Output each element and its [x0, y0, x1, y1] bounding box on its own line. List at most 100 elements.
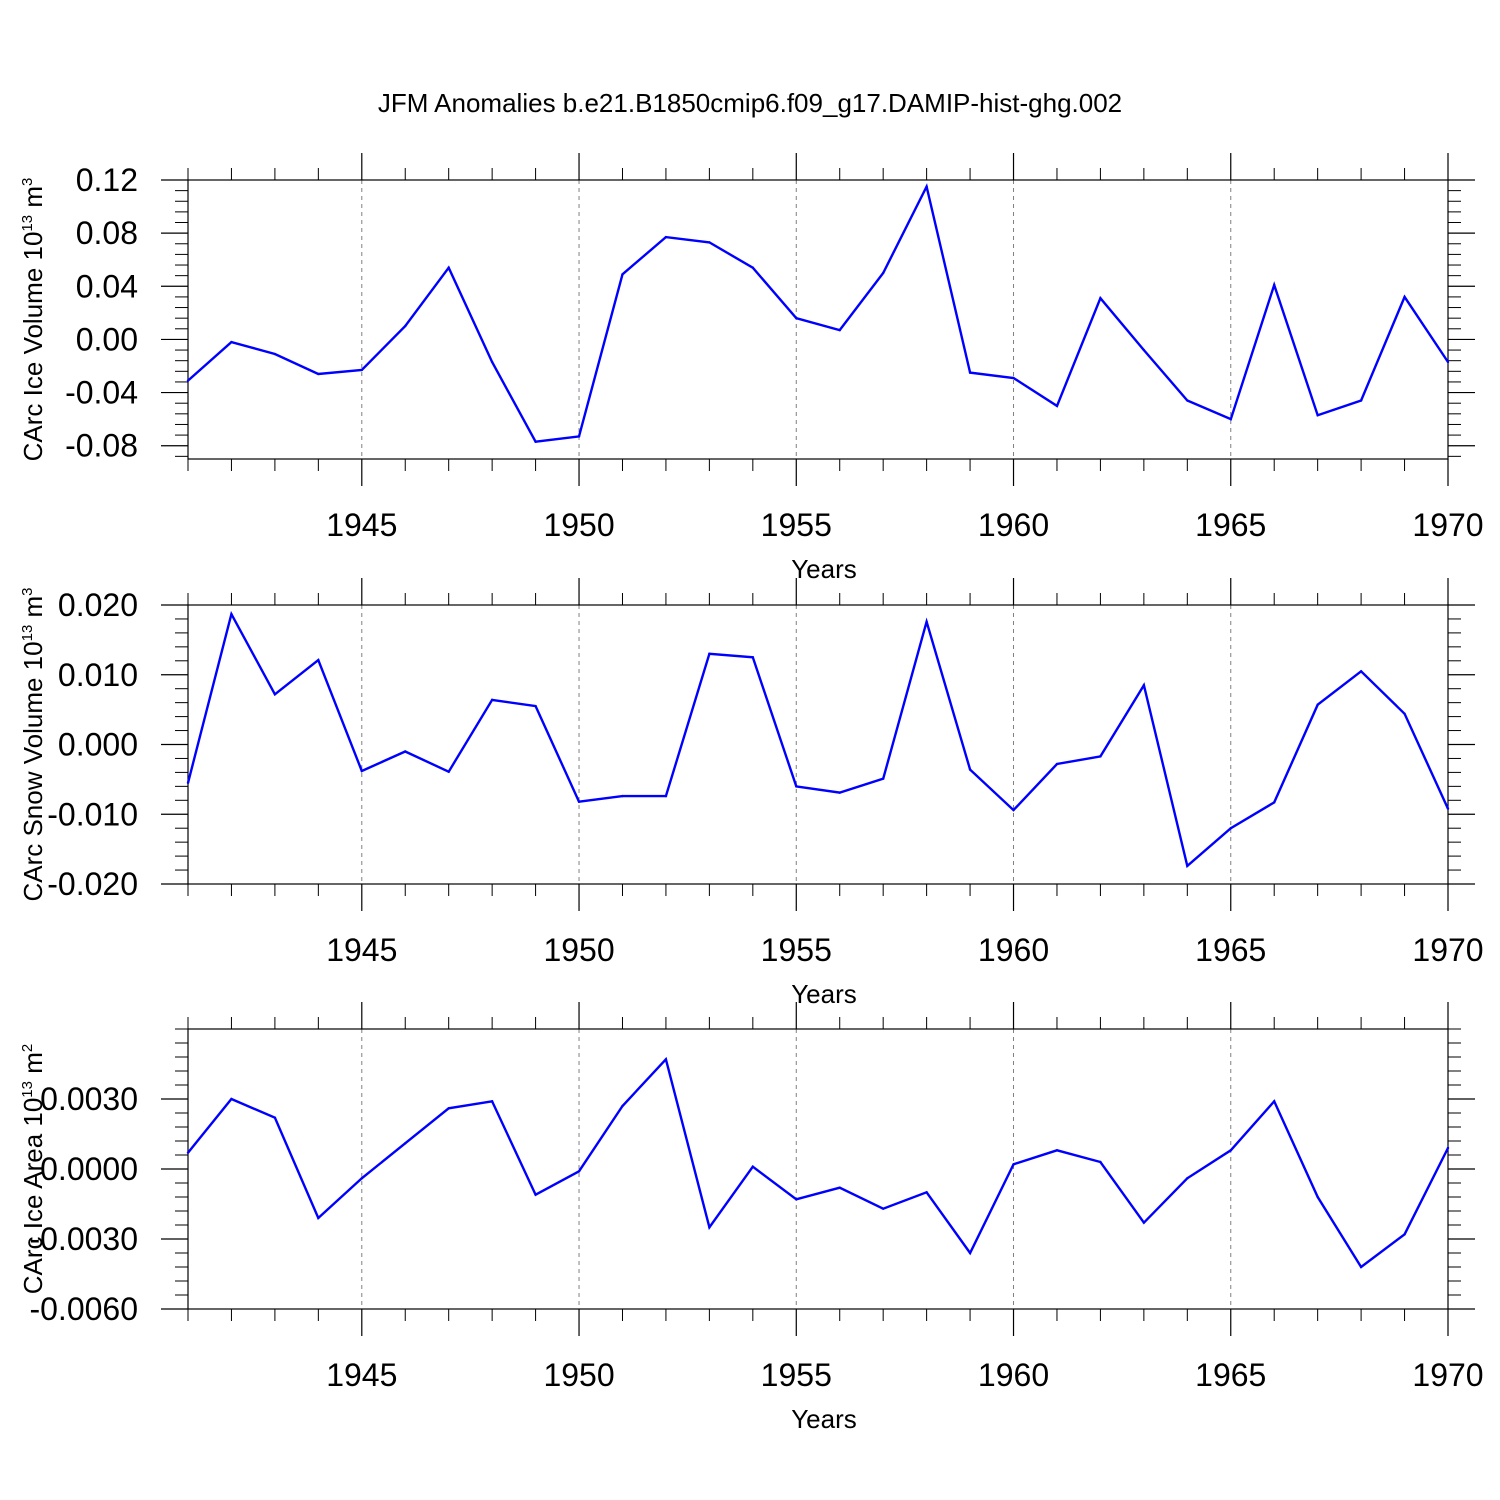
data-point [490, 698, 494, 702]
data-point [230, 612, 233, 616]
plot-panel-2: 1945 1950 1955 1960 1965 1970 Years 0.020 0.010 0… [18, 578, 1484, 1009]
data-point [1099, 297, 1102, 300]
y-axis-label: CArc Ice Area 1013 m2 [18, 1044, 48, 1294]
x-tick-label: 1960 [978, 1357, 1049, 1393]
y-tick-label: -0.04 [65, 375, 138, 411]
data-point [664, 235, 668, 239]
data-point [186, 781, 190, 785]
data-point [1142, 684, 1146, 687]
x-tick-label: 1970 [1412, 932, 1483, 968]
data-point [1055, 1149, 1059, 1152]
data-point [795, 785, 798, 788]
data-point [1446, 1146, 1450, 1150]
data-point [1099, 755, 1102, 758]
data-point [881, 777, 885, 780]
data-point [881, 1207, 885, 1210]
data-point [1012, 376, 1015, 380]
x-tick-label: 1950 [543, 507, 614, 543]
data-point [577, 435, 581, 438]
x-tick-label: 1970 [1412, 1357, 1483, 1393]
data-point [447, 770, 450, 773]
data-point [1142, 348, 1146, 352]
data-point [534, 1193, 537, 1196]
x-tick-label: 1945 [326, 1357, 397, 1393]
plot-frame [187, 1028, 1449, 1310]
data-point [968, 1251, 972, 1255]
x-tick-label: 1965 [1195, 932, 1266, 968]
data-point [838, 328, 841, 332]
data-point [186, 379, 190, 382]
data-point [925, 1191, 928, 1194]
data-point [621, 273, 624, 276]
data-point [708, 1226, 711, 1229]
data-point [1316, 413, 1319, 417]
x-tick-label: 1960 [978, 932, 1049, 968]
plot-frame [187, 604, 1449, 885]
data-point [708, 652, 711, 656]
series-line [186, 610, 1450, 869]
chart-title: JFM Anomalies b.e21.B1850cmip6.f09_g17.D… [377, 88, 1123, 118]
x-tick-label: 1955 [761, 507, 832, 543]
data-point [968, 768, 972, 771]
x-tick-label: 1950 [543, 932, 614, 968]
y-tick-label: 0.08 [76, 215, 138, 251]
data-point [621, 1104, 624, 1108]
x-axis-label: Years [791, 1404, 857, 1434]
data-point [317, 372, 320, 376]
y-tick-label: 0.0030 [40, 1081, 138, 1117]
x-tick-label: 1965 [1195, 507, 1266, 543]
data-point [404, 1142, 407, 1145]
data-point [795, 1198, 798, 1201]
data-point [534, 440, 537, 443]
y-tick-label: -0.0030 [29, 1221, 138, 1257]
data-point [1273, 801, 1276, 804]
y-axis-label: CArc Snow Volume 1013 m3 [18, 587, 48, 901]
data-point [490, 360, 494, 364]
data-point [1186, 1177, 1189, 1180]
data-point [273, 352, 277, 356]
y-tick-label: 0.010 [58, 657, 138, 693]
data-point [751, 656, 755, 659]
plot-frame [187, 179, 1449, 460]
data-point [230, 1097, 233, 1101]
data-point [360, 769, 363, 773]
data-point [968, 371, 972, 374]
data-point [881, 271, 885, 275]
data-point [838, 791, 841, 794]
x-tick-label: 1970 [1412, 507, 1483, 543]
data-point [795, 316, 798, 320]
data-point [273, 1116, 277, 1119]
series-line [187, 183, 1449, 443]
data-point [1403, 295, 1406, 299]
data-point [664, 1058, 668, 1061]
data-point [1316, 703, 1319, 706]
y-tick-label: -0.08 [65, 428, 138, 464]
data-point [1012, 1163, 1015, 1166]
data-point [1055, 762, 1059, 766]
data-point [621, 794, 624, 798]
data-point [1229, 417, 1232, 421]
data-point [1446, 360, 1450, 364]
data-point [1142, 1221, 1146, 1224]
data-point [1273, 1100, 1276, 1103]
data-point [360, 368, 363, 372]
data-point [708, 241, 711, 244]
data-point [925, 185, 928, 188]
data-point [360, 1177, 363, 1180]
data-point [751, 1165, 755, 1168]
data-point [1229, 827, 1232, 830]
data-point [925, 620, 928, 623]
data-point [404, 750, 407, 753]
plot-panel-1: 1945 1950 1955 1960 1965 1970 Years 0.12 0.08 0.0… [18, 153, 1484, 584]
y-tick-label: -0.0060 [29, 1291, 138, 1327]
data-point [1012, 808, 1015, 812]
data-point [490, 1100, 494, 1103]
data-point [751, 266, 755, 269]
data-point [404, 324, 407, 328]
data-point [317, 1216, 320, 1220]
data-point [273, 693, 277, 696]
data-point [1316, 1195, 1319, 1199]
data-point [1055, 404, 1059, 408]
y-tick-label: -0.010 [47, 796, 138, 832]
data-point [1359, 399, 1363, 402]
